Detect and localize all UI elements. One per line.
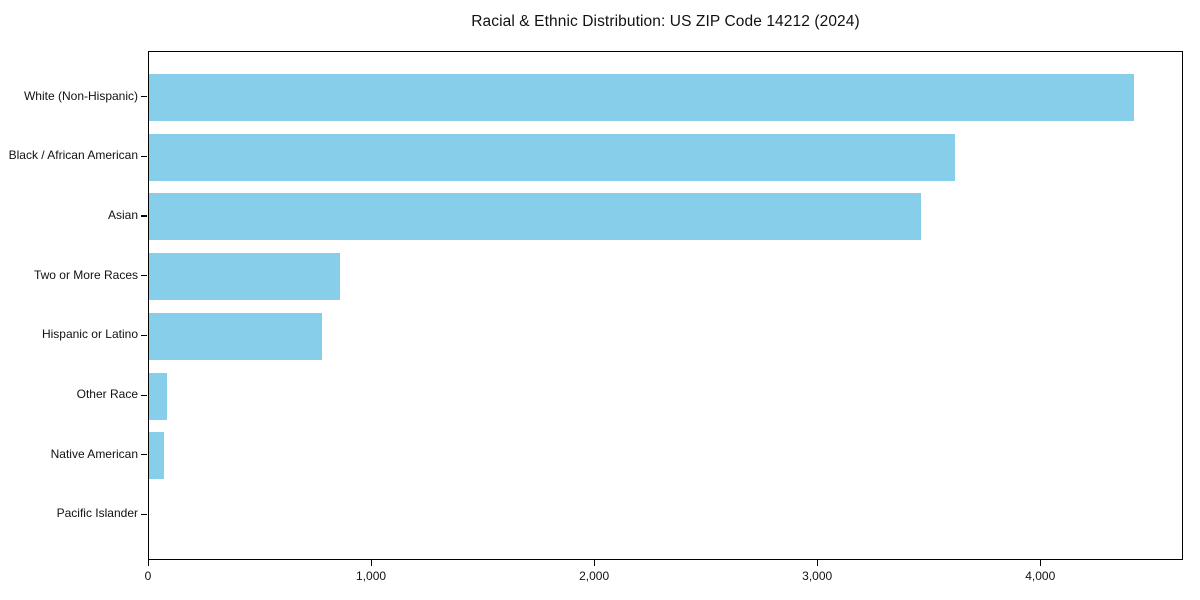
bar-hispanic-or-latino [149, 312, 323, 360]
x-tick-label-3000: 3,000 [802, 569, 833, 583]
x-tick-mark-1000 [370, 560, 372, 566]
x-tick-mark-3000 [816, 560, 818, 566]
plot-area [148, 51, 1183, 560]
x-tick-label-4000: 4,000 [1025, 569, 1056, 583]
bar-asian [149, 193, 921, 241]
y-tick-label-white-non-hispanic: White (Non-Hispanic) [23, 88, 138, 103]
y-tick-label-native-american: Native American [50, 446, 138, 461]
y-tick-mark-white-non-hispanic [141, 96, 147, 98]
bar-two-or-more-races [149, 253, 341, 301]
x-tick-mark-2000 [593, 560, 595, 566]
y-tick-label-asian: Asian [107, 207, 138, 222]
y-tick-label-pacific-islander: Pacific Islander [56, 506, 138, 521]
bar-white-non-hispanic [149, 74, 1135, 121]
bar-other-race [149, 372, 168, 420]
y-tick-label-black-african-american: Black / African American [8, 148, 138, 163]
y-tick-mark-hispanic-or-latino [141, 334, 147, 337]
x-tick-label-0: 0 [144, 569, 152, 583]
y-tick-mark-black-african-american [141, 155, 147, 157]
y-tick-mark-native-american [141, 454, 147, 456]
bar-black-african-american [149, 133, 956, 181]
x-tick-label-1000: 1,000 [356, 569, 387, 583]
y-tick-label-hispanic-or-latino: Hispanic or Latino [41, 327, 138, 342]
x-tick-label-2000: 2,000 [579, 569, 610, 583]
y-tick-mark-pacific-islander [141, 513, 147, 516]
bar-native-american [149, 432, 164, 480]
y-tick-mark-asian [141, 215, 147, 217]
x-tick-mark-0 [147, 560, 149, 566]
y-tick-label-two-or-more-races: Two or More Races [33, 267, 138, 282]
y-tick-label-other-race: Other Race [76, 387, 138, 401]
y-tick-mark-two-or-more-races [141, 275, 147, 277]
y-tick-mark-other-race [141, 394, 147, 396]
x-tick-mark-4000 [1039, 560, 1042, 566]
chart-title: Racial & Ethnic Distribution: US ZIP Cod… [471, 13, 860, 30]
